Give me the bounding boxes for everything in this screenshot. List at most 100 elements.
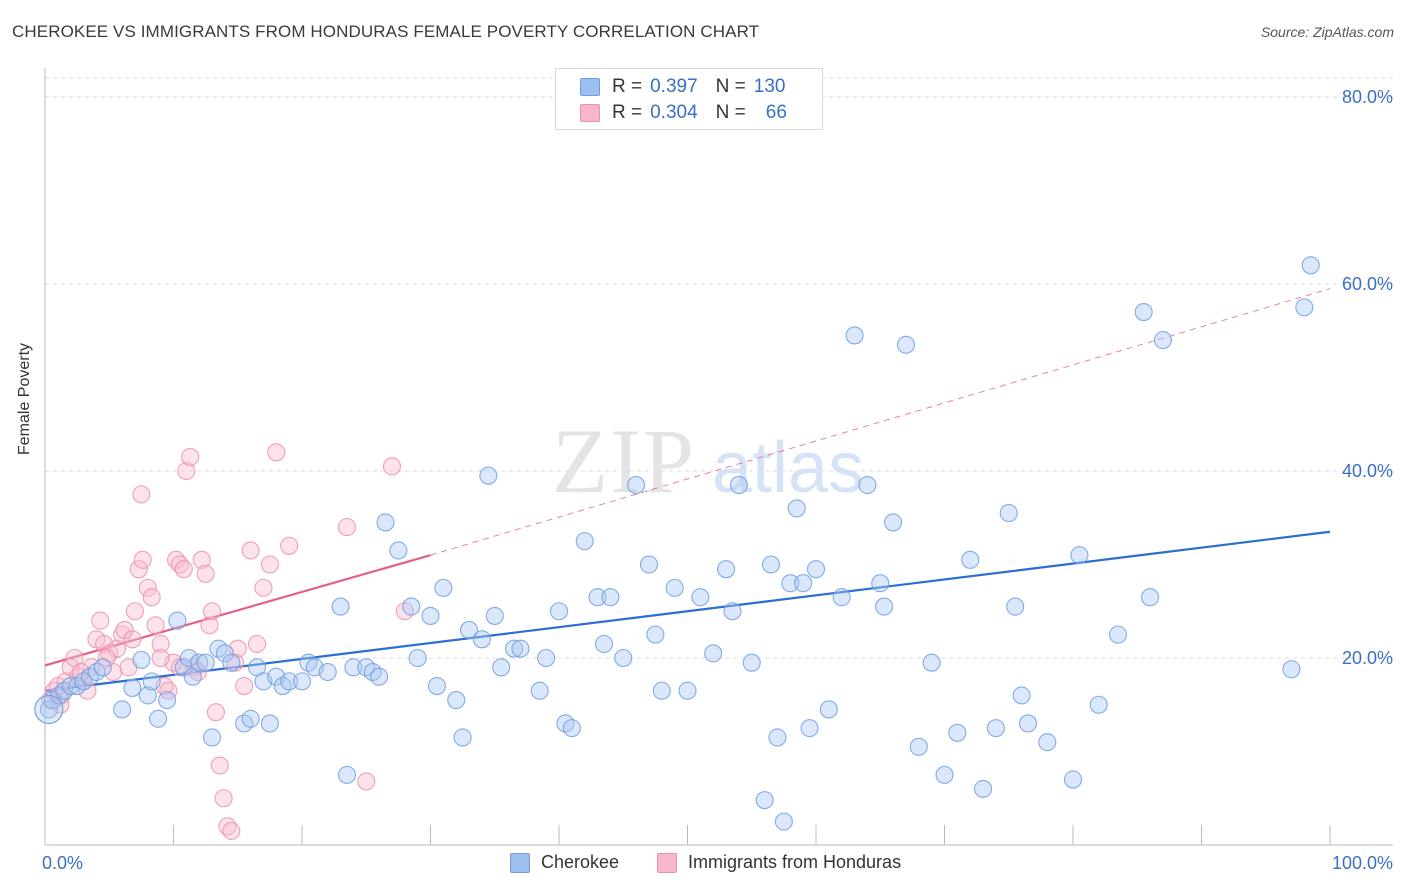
point-cherokee (601, 588, 620, 607)
point-cherokee (511, 639, 530, 658)
legend-n-label: N = (715, 76, 746, 97)
point-cherokee (344, 658, 363, 677)
point-honduras (113, 625, 132, 644)
legend-r-value: 0.397 (650, 76, 698, 97)
point-cherokee (935, 765, 954, 784)
tick-labels: 20.0% 40.0% 60.0% 80.0% 0.0% 100.0% (42, 87, 1393, 873)
legend-r-value: 0.304 (650, 102, 698, 123)
point-cherokee (196, 653, 215, 672)
point-cherokee (235, 714, 254, 733)
point-cherokee (389, 541, 408, 560)
point-cherokee (800, 719, 819, 738)
point-honduras (222, 821, 241, 841)
point-cherokee (74, 672, 93, 691)
point-honduras (181, 447, 200, 467)
chart-title: CHEROKEE VS IMMIGRANTS FROM HONDURAS FEM… (12, 22, 760, 41)
point-honduras (146, 616, 165, 635)
point-cherokee (884, 513, 903, 532)
trend-line-honduras (44, 554, 431, 667)
point-cherokee (973, 779, 993, 798)
legend-n-value: 66 (765, 102, 787, 123)
point-cherokee (1089, 695, 1108, 714)
point-honduras (395, 602, 414, 621)
point-cherokee (357, 658, 376, 677)
point-cherokee (190, 653, 209, 672)
trend-line-cherokee (44, 530, 1331, 692)
point-cherokee (459, 620, 479, 640)
point-cherokee (241, 709, 260, 728)
point-cherokee (986, 719, 1005, 738)
point-cherokee (447, 691, 466, 710)
y-tick-label: 60.0% (1342, 274, 1393, 294)
correlation-legend: R = 0.397 N = 130 R = 0.304 N = 66 (555, 68, 823, 130)
point-cherokee (370, 667, 389, 686)
point-cherokee (132, 650, 151, 669)
point-cherokee (729, 475, 748, 495)
point-cherokee (408, 648, 427, 668)
data-points (34, 256, 1320, 841)
watermark: ZIP atlas (552, 410, 864, 512)
point-cherokee (1301, 256, 1320, 275)
point-cherokee (1012, 686, 1031, 705)
point-cherokee (896, 335, 916, 354)
point-cherokee (875, 597, 894, 616)
point-honduras (129, 560, 148, 579)
point-cherokee (627, 475, 646, 495)
point-cherokee (292, 672, 312, 691)
point-cherokee (363, 662, 382, 682)
trend-extension-honduras (430, 288, 1331, 556)
point-honduras (247, 634, 267, 654)
source-label: Source: ZipAtlas.com (1260, 24, 1394, 40)
point-honduras (267, 443, 286, 462)
point-cherokee (858, 475, 877, 495)
point-cherokee (222, 653, 241, 672)
y-tick-label: 80.0% (1342, 87, 1393, 107)
point-cherokee (260, 714, 279, 733)
legend-swatch-cherokee (510, 852, 530, 873)
point-honduras (142, 588, 161, 607)
y-axis-label: Female Poverty (16, 342, 33, 455)
point-cherokee (819, 700, 838, 719)
point-cherokee (504, 639, 524, 658)
point-honduras (123, 630, 142, 649)
point-cherokee (678, 681, 697, 700)
point-honduras (192, 550, 211, 569)
legend-n-label: N = (715, 102, 746, 123)
y-tick-label: 40.0% (1342, 461, 1393, 481)
point-cherokee (588, 588, 607, 607)
point-cherokee (80, 667, 100, 686)
point-cherokee (537, 648, 556, 668)
trend-lines (44, 288, 1331, 692)
point-cherokee (427, 676, 446, 696)
point-cherokee (639, 555, 659, 574)
point-cherokee (453, 728, 472, 747)
legend-r-label: R = (612, 102, 643, 123)
point-honduras (226, 653, 245, 672)
point-cherokee (434, 578, 453, 597)
point-honduras (235, 676, 254, 696)
point-cherokee (93, 658, 112, 677)
y-tick-label: 20.0% (1342, 648, 1393, 668)
point-cherokee (479, 466, 498, 485)
point-honduras (280, 536, 299, 555)
point-cherokee (331, 597, 350, 616)
point-cherokee (215, 644, 234, 663)
point-honduras (125, 602, 144, 621)
point-cherokee (168, 611, 187, 630)
point-cherokee (723, 602, 742, 621)
point-cherokee (961, 550, 980, 569)
point-honduras (107, 639, 127, 658)
point-cherokee (665, 578, 684, 597)
legend-n-value: 130 (753, 76, 786, 97)
point-cherokee (179, 648, 198, 668)
legend-swatch-honduras (657, 852, 677, 873)
point-cherokee (123, 678, 142, 697)
point-cherokee (68, 676, 87, 696)
point-honduras (133, 550, 152, 569)
point-cherokee (149, 709, 168, 728)
x-tick-label-min: 0.0% (42, 853, 83, 873)
x-tick-label-max: 100.0% (1332, 853, 1393, 873)
point-cherokee (909, 737, 928, 756)
point-honduras (203, 602, 222, 621)
